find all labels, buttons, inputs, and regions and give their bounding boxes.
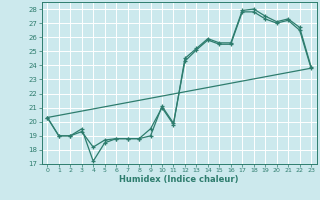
X-axis label: Humidex (Indice chaleur): Humidex (Indice chaleur): [119, 175, 239, 184]
